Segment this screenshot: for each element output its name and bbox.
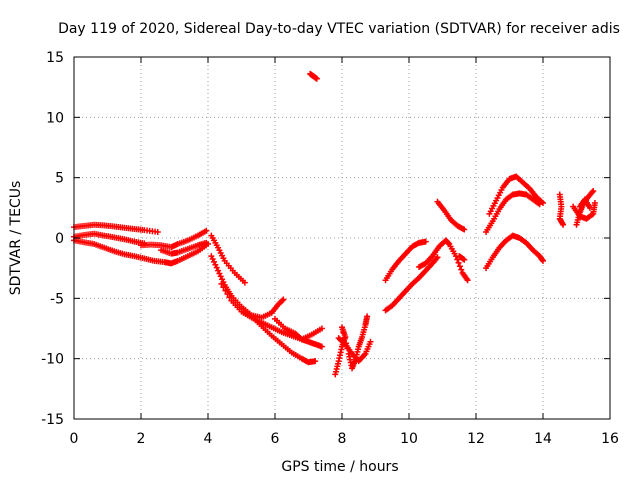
series-track-2 <box>71 230 148 247</box>
series-track-18 <box>456 253 468 263</box>
data-point <box>340 329 347 336</box>
data-point <box>455 259 462 266</box>
data-point <box>216 270 223 277</box>
series-track-3 <box>71 237 211 267</box>
x-tick-label: 12 <box>467 431 485 447</box>
x-tick-label: 2 <box>137 431 146 447</box>
x-tick-label: 8 <box>338 431 347 447</box>
data-point <box>589 189 596 196</box>
data-point <box>224 290 231 297</box>
data-point <box>540 257 546 264</box>
data-point <box>217 273 224 280</box>
data-point <box>461 256 468 263</box>
x-tick-label: 16 <box>601 431 619 447</box>
data-point <box>218 280 225 287</box>
data-point <box>586 204 593 211</box>
series-track-7 <box>208 253 287 321</box>
y-tick-label: -5 <box>50 291 64 307</box>
data-point <box>464 277 471 284</box>
y-tick-label: 10 <box>46 110 64 126</box>
data-point <box>454 256 461 263</box>
data-point <box>341 334 348 341</box>
data-point <box>591 200 598 207</box>
y-tick-label: 0 <box>55 231 64 247</box>
data-point <box>222 287 229 294</box>
data-point <box>540 200 546 207</box>
data-point <box>456 263 463 270</box>
data-point <box>461 226 468 233</box>
series-track-13 <box>335 335 374 365</box>
y-tick-label: -10 <box>41 352 64 368</box>
series-track-10 <box>272 315 325 343</box>
y-axis-label: SDTVAR / TECUs <box>8 181 24 296</box>
series-track-11 <box>307 70 320 82</box>
data-point <box>154 228 161 235</box>
data-point <box>280 296 287 303</box>
series-track-5 <box>158 239 210 257</box>
tick-layer: 0 2 4 6 8 10 12 14 16 -15 -10 -5 0 5 10 15 <box>41 50 619 447</box>
data-point <box>339 324 345 331</box>
data-point <box>279 297 286 304</box>
data-point <box>313 75 320 82</box>
series-track-4 <box>138 227 210 251</box>
series-track-20 <box>486 173 546 217</box>
x-tick-label: 10 <box>400 431 418 447</box>
x-axis-label: GPS time / hours <box>281 459 398 475</box>
data-point <box>215 267 222 274</box>
x-tick-label: 6 <box>271 431 280 447</box>
y-tick-label: 15 <box>46 50 64 66</box>
series-track-17 <box>434 198 468 233</box>
series-track-15 <box>382 254 441 314</box>
data-point <box>458 266 465 273</box>
data-point <box>560 221 567 228</box>
data-point <box>211 258 218 265</box>
data-point <box>203 239 210 246</box>
data-point <box>364 313 371 320</box>
data-point <box>209 255 216 262</box>
y-tick-label: -15 <box>41 412 64 428</box>
data-point <box>434 254 441 261</box>
data-point <box>312 358 319 365</box>
y-tick-label: 5 <box>55 171 64 187</box>
data-point <box>213 264 220 271</box>
data-point <box>367 338 374 345</box>
data-point <box>318 325 325 332</box>
series-track-12 <box>332 313 371 378</box>
series-track-25 <box>576 196 593 211</box>
series-track-6 <box>208 232 248 286</box>
data-layer <box>71 70 598 378</box>
series-track-1 <box>71 221 161 235</box>
data-point <box>220 284 227 291</box>
data-point <box>422 238 429 245</box>
series-track-14 <box>382 238 429 284</box>
chart-title: Day 119 of 2020, Sidereal Day-to-day VTE… <box>58 21 620 37</box>
series-track-21 <box>483 232 546 272</box>
series-track-24 <box>570 200 598 222</box>
x-tick-label: 14 <box>534 431 552 447</box>
data-point <box>318 343 325 350</box>
data-point <box>433 255 440 262</box>
data-point <box>590 187 597 194</box>
grid-layer <box>74 57 610 419</box>
x-tick-label: 4 <box>204 431 213 447</box>
data-point <box>203 227 210 234</box>
series-track-19 <box>483 190 543 235</box>
data-point <box>241 279 248 286</box>
series-track-9 <box>248 313 319 366</box>
data-point <box>212 261 219 268</box>
x-tick-label: 0 <box>70 431 79 447</box>
data-point <box>226 294 233 301</box>
data-point <box>208 253 215 260</box>
series-track-22 <box>556 191 567 228</box>
